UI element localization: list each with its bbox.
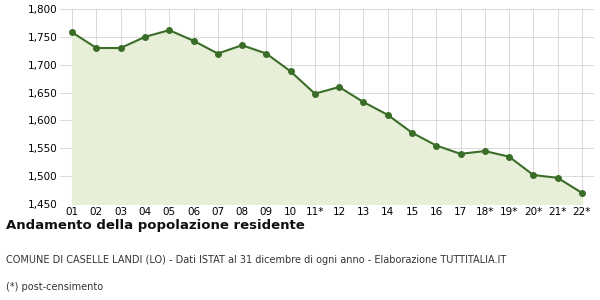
Point: [431, 143, 441, 148]
Point: [213, 51, 223, 56]
Point: [480, 149, 490, 154]
Point: [262, 51, 271, 56]
Point: [383, 112, 392, 117]
Point: [286, 69, 295, 74]
Point: [529, 172, 538, 177]
Text: COMUNE DI CASELLE LANDI (LO) - Dati ISTAT al 31 dicembre di ogni anno - Elaboraz: COMUNE DI CASELLE LANDI (LO) - Dati ISTA…: [6, 255, 506, 265]
Point: [140, 34, 150, 39]
Text: (*) post-censimento: (*) post-censimento: [6, 282, 103, 292]
Point: [310, 91, 320, 96]
Text: Andamento della popolazione residente: Andamento della popolazione residente: [6, 219, 305, 232]
Point: [407, 130, 417, 135]
Point: [116, 46, 125, 50]
Point: [504, 154, 514, 159]
Point: [577, 190, 587, 195]
Point: [334, 85, 344, 89]
Point: [456, 152, 466, 156]
Point: [237, 43, 247, 48]
Point: [359, 100, 368, 104]
Point: [92, 46, 101, 50]
Point: [188, 38, 198, 43]
Point: [164, 28, 174, 33]
Point: [67, 30, 77, 35]
Point: [553, 176, 562, 180]
